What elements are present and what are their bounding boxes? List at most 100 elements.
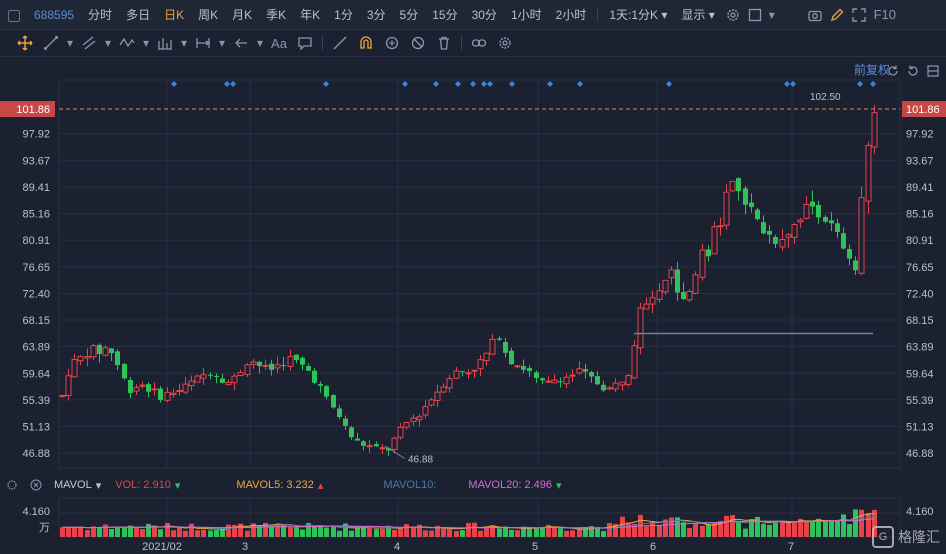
range-measure-icon[interactable] xyxy=(190,32,216,54)
collapse-icon[interactable] xyxy=(924,60,942,82)
period-1min[interactable]: 1分 xyxy=(334,8,353,22)
chevron-down-icon[interactable]: ▾ xyxy=(768,7,775,22)
candle-body-down xyxy=(497,338,502,340)
event-dot[interactable] xyxy=(790,81,796,87)
candle-body-up xyxy=(489,338,496,355)
event-dot[interactable] xyxy=(224,81,230,87)
candle-body-down xyxy=(589,372,594,377)
date-tick: 4 xyxy=(394,541,400,553)
volume-bar xyxy=(718,520,723,537)
price-tick-right: 76.65 xyxy=(906,262,934,274)
event-dot[interactable] xyxy=(455,81,461,87)
chevron-down-icon[interactable]: ▾ xyxy=(142,36,150,50)
chevron-down-icon[interactable]: ▾ xyxy=(180,36,188,50)
candle-body-up xyxy=(244,364,251,375)
event-dot[interactable] xyxy=(509,81,515,87)
f10-button[interactable]: F10 xyxy=(873,7,896,22)
volume-bar xyxy=(749,519,754,537)
candle-body-down xyxy=(306,366,311,371)
reset-icon[interactable] xyxy=(884,60,902,82)
candle-body-up xyxy=(403,422,410,428)
event-dot[interactable] xyxy=(470,81,476,87)
bar-pattern-icon[interactable] xyxy=(152,32,178,54)
hide-drawing-icon[interactable] xyxy=(405,32,431,54)
wave-tool-icon[interactable] xyxy=(114,32,140,54)
adjust-mode-label[interactable]: 前复权 xyxy=(853,63,890,77)
layout-square-icon[interactable] xyxy=(744,4,766,26)
restore-icon[interactable] xyxy=(904,60,922,82)
volume-bar xyxy=(730,515,735,537)
event-dot[interactable] xyxy=(857,81,863,87)
ruler-icon[interactable] xyxy=(327,32,353,54)
candle-body-down xyxy=(829,220,834,224)
trash-icon[interactable] xyxy=(431,32,457,54)
mavol-name[interactable]: MAVOL xyxy=(54,479,92,491)
event-dot[interactable] xyxy=(487,81,493,87)
period-month-k[interactable]: 月K xyxy=(232,8,253,22)
event-dot[interactable] xyxy=(230,81,236,87)
event-dot[interactable] xyxy=(171,81,177,87)
crosshair-move-icon[interactable] xyxy=(12,32,38,54)
arrow-left-icon[interactable] xyxy=(228,32,254,54)
text-tool-button[interactable]: Aa xyxy=(271,35,287,51)
event-dot[interactable] xyxy=(481,81,487,87)
period-2hour[interactable]: 2小时 xyxy=(555,8,587,22)
kline-chart[interactable]: 97.92 93.67 89.41 85.16 80.91 76.65 72.40 68.15… xyxy=(0,57,946,554)
low-marker-leader xyxy=(384,445,406,460)
fullscreen-icon[interactable] xyxy=(848,4,870,26)
chevron-down-icon[interactable]: ▾ xyxy=(95,479,102,492)
magnet-icon[interactable] xyxy=(353,32,379,54)
settings-icon[interactable] xyxy=(722,4,744,26)
vol-close-icon[interactable] xyxy=(28,477,44,493)
lock-drawing-icon[interactable] xyxy=(379,32,405,54)
period-multi-day[interactable]: 多日 xyxy=(126,8,151,22)
volume-bar xyxy=(374,529,379,537)
event-dot[interactable] xyxy=(870,81,876,87)
select-checkbox[interactable] xyxy=(8,9,20,22)
volume-bar xyxy=(829,520,834,537)
event-dot[interactable] xyxy=(433,81,439,87)
period-fenshi[interactable]: 分时 xyxy=(88,8,113,22)
event-dot[interactable] xyxy=(547,81,553,87)
candle-body-down xyxy=(823,217,828,222)
event-dot[interactable] xyxy=(784,81,790,87)
volume-bar xyxy=(521,526,526,537)
chevron-down-icon[interactable]: ▾ xyxy=(104,36,112,50)
chevron-down-icon[interactable]: ▾ xyxy=(218,36,226,50)
event-markers[interactable] xyxy=(171,81,876,87)
volume-bar xyxy=(435,525,440,537)
period-quarter-k[interactable]: 季K xyxy=(266,8,287,22)
display-dropdown[interactable]: 显示 ▾ xyxy=(681,8,715,22)
volume-bar xyxy=(632,523,637,537)
period-15min[interactable]: 15分 xyxy=(432,8,458,22)
event-dot[interactable] xyxy=(323,81,329,87)
candle-body-up xyxy=(225,381,232,386)
event-dot[interactable] xyxy=(402,81,408,87)
range-dropdown[interactable]: 1天:1分K ▾ xyxy=(609,8,668,22)
stock-code[interactable]: 688595 xyxy=(0,8,81,22)
comment-icon[interactable] xyxy=(292,32,318,54)
channel-tool-icon[interactable] xyxy=(76,32,102,54)
candle-body-up xyxy=(231,375,238,384)
vol-settings-icon[interactable] xyxy=(4,477,20,493)
period-week-k[interactable]: 周K xyxy=(198,8,219,22)
period-5min[interactable]: 5分 xyxy=(399,8,419,22)
line-tool-icon[interactable] xyxy=(38,32,64,54)
period-30min[interactable]: 30分 xyxy=(471,8,497,22)
period-year-k[interactable]: 年K xyxy=(300,8,321,22)
period-1hour[interactable]: 1小时 xyxy=(510,8,542,22)
volume-bar xyxy=(294,527,299,537)
watermark-text: 格隆汇 xyxy=(898,529,940,545)
chevron-down-icon[interactable]: ▾ xyxy=(66,36,74,50)
event-dot[interactable] xyxy=(666,81,672,87)
period-3min[interactable]: 3分 xyxy=(366,8,386,22)
period-day-k[interactable]: 日K xyxy=(164,8,185,22)
pencil-icon[interactable] xyxy=(826,4,848,26)
camera-icon[interactable] xyxy=(804,4,826,26)
drawing-settings-icon[interactable] xyxy=(492,32,518,54)
chevron-down-icon[interactable]: ▾ xyxy=(256,36,264,50)
event-dot[interactable] xyxy=(577,81,583,87)
price-plot-frame xyxy=(58,79,901,469)
candle-body-up xyxy=(151,388,158,391)
link-icon[interactable] xyxy=(466,32,492,54)
